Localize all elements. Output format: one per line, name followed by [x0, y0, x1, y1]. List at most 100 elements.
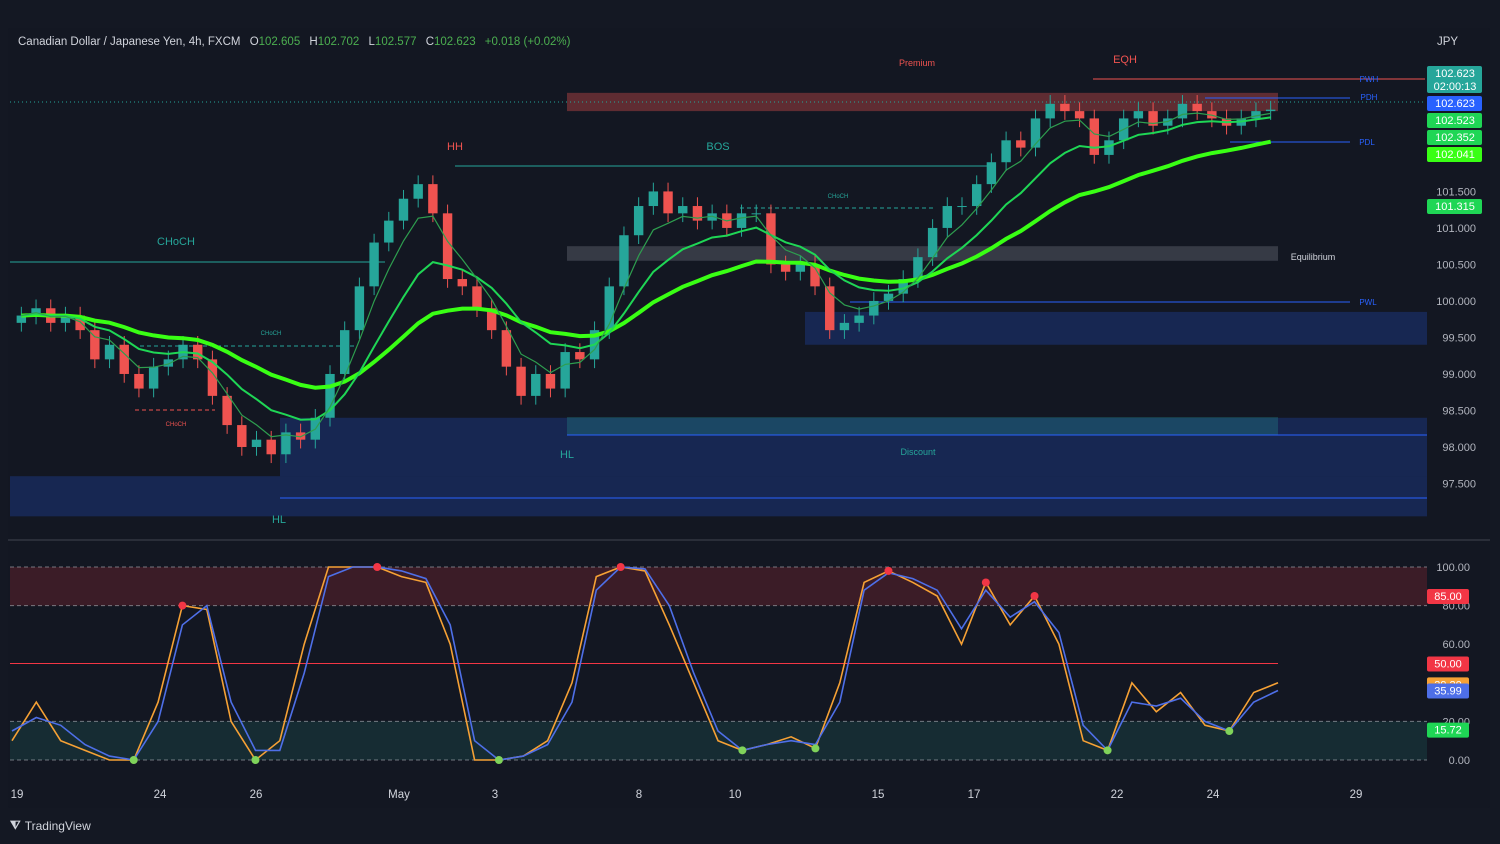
candle: [16, 315, 27, 323]
label-bos: BOS: [706, 141, 729, 153]
candle: [516, 366, 526, 396]
zone-discount: [280, 417, 1427, 477]
price-tag: [1427, 113, 1482, 128]
price-tick-label: 99.500: [1442, 332, 1476, 344]
sell-signal-dot: [1030, 591, 1039, 600]
candle: [1148, 111, 1158, 126]
candle: [766, 213, 776, 265]
candle: [1192, 103, 1202, 112]
candle: [207, 359, 218, 396]
price-tick-label: 101.500: [1436, 186, 1476, 198]
candle: [692, 206, 703, 221]
stoch-level-tag: [1427, 588, 1469, 604]
stoch-tick-label: 60.00: [1442, 639, 1470, 651]
candle: [75, 315, 85, 331]
candle: [1074, 111, 1085, 119]
candle: [60, 315, 71, 323]
candle: [90, 330, 100, 360]
candle: [545, 373, 556, 389]
candle: [369, 242, 379, 287]
candle: [898, 279, 908, 294]
stoch-level-tag: [1427, 722, 1469, 738]
time-tick-label: 8: [636, 789, 642, 801]
candle: [560, 352, 570, 389]
zone-equilibrium: [567, 246, 1278, 261]
price-tag-value: 102.041: [1435, 149, 1475, 161]
stoch-level-tag: [1427, 656, 1469, 672]
price-tag-value: 102.623: [1435, 68, 1475, 80]
candle: [927, 227, 938, 258]
stoch-level-value: 50.00: [1434, 659, 1462, 671]
candle: [281, 432, 291, 455]
candle: [486, 308, 497, 331]
candle: [663, 191, 673, 214]
candle: [531, 373, 541, 396]
buy-signal-dot: [251, 756, 260, 764]
candle: [971, 184, 982, 207]
candle: [575, 352, 585, 360]
low-value: 102.577: [374, 36, 417, 48]
price-tick-label: 97.500: [1442, 478, 1476, 490]
tradingview-icon: ⧨: [10, 818, 21, 832]
symbol-header[interactable]: Canadian Dollar / Japanese Yen, 4h, FXCM…: [18, 36, 570, 48]
sell-signal-dot: [884, 566, 893, 575]
stoch-k-line: [11, 566, 1279, 762]
chart-panel[interactable]: [8, 28, 1490, 808]
label-equilibrium: Equilibrium: [1291, 252, 1336, 262]
label-premium: Premium: [899, 58, 935, 68]
label-choch: CHoCH: [157, 236, 195, 248]
label-discount: Discount: [900, 447, 936, 457]
high-value: 102.702: [317, 36, 360, 48]
ema-fast-line: [21, 112, 1271, 438]
stoch-level-value: 15.72: [1434, 725, 1462, 737]
open-value: 102.605: [258, 36, 301, 48]
currency-label[interactable]: JPY: [1437, 36, 1459, 48]
time-tick-label: 19: [11, 789, 24, 801]
candle: [839, 322, 850, 331]
candle: [148, 366, 159, 389]
candle: [869, 300, 879, 316]
label-choch-red: CHoCH: [166, 422, 187, 428]
candle: [266, 439, 276, 455]
candle: [1045, 103, 1055, 119]
time-tick-label: 26: [250, 789, 263, 801]
symbol-title[interactable]: Canadian Dollar / Japanese Yen, 4h, FXCM: [18, 36, 241, 48]
stoch-tick-label: 100.00: [1436, 562, 1470, 574]
buy-signal-dot: [494, 756, 503, 764]
price-tick-label: 98.500: [1442, 405, 1476, 417]
candle: [163, 359, 174, 367]
buy-signal-dot: [129, 756, 138, 764]
candle: [237, 425, 247, 447]
candle: [633, 206, 644, 236]
candle: [119, 344, 129, 374]
label-hl: HL: [560, 449, 574, 461]
candle: [619, 235, 629, 287]
zone-demand: [805, 311, 1427, 345]
brand-logo[interactable]: ⧨ TradingView: [10, 818, 91, 833]
close-label: C: [425, 36, 435, 48]
candle: [442, 213, 453, 280]
open-label: O: [249, 36, 259, 48]
sell-signal-dot: [981, 578, 990, 587]
price-tick-label: 98.000: [1442, 442, 1476, 454]
candle: [501, 330, 512, 367]
candle: [1251, 111, 1261, 119]
candle: [1177, 103, 1188, 119]
time-tick-label: 17: [968, 789, 981, 801]
candle: [31, 308, 41, 316]
label-hl-2: HL: [272, 514, 286, 526]
price-tick-label: 99.000: [1442, 369, 1476, 381]
candle: [1030, 118, 1041, 148]
price-tag: [1427, 66, 1482, 93]
time-tick-label: 29: [1350, 789, 1363, 801]
label-pwh: PWH: [1360, 75, 1379, 84]
change-value: +0.018 (+0.02%): [484, 36, 571, 48]
high-label: H: [309, 36, 318, 48]
candle: [104, 344, 115, 360]
candle: [913, 257, 923, 280]
price-tag: [1427, 147, 1482, 162]
time-tick-label: 3: [492, 789, 498, 801]
candle: [648, 191, 659, 207]
close-value: 102.623: [434, 36, 476, 48]
